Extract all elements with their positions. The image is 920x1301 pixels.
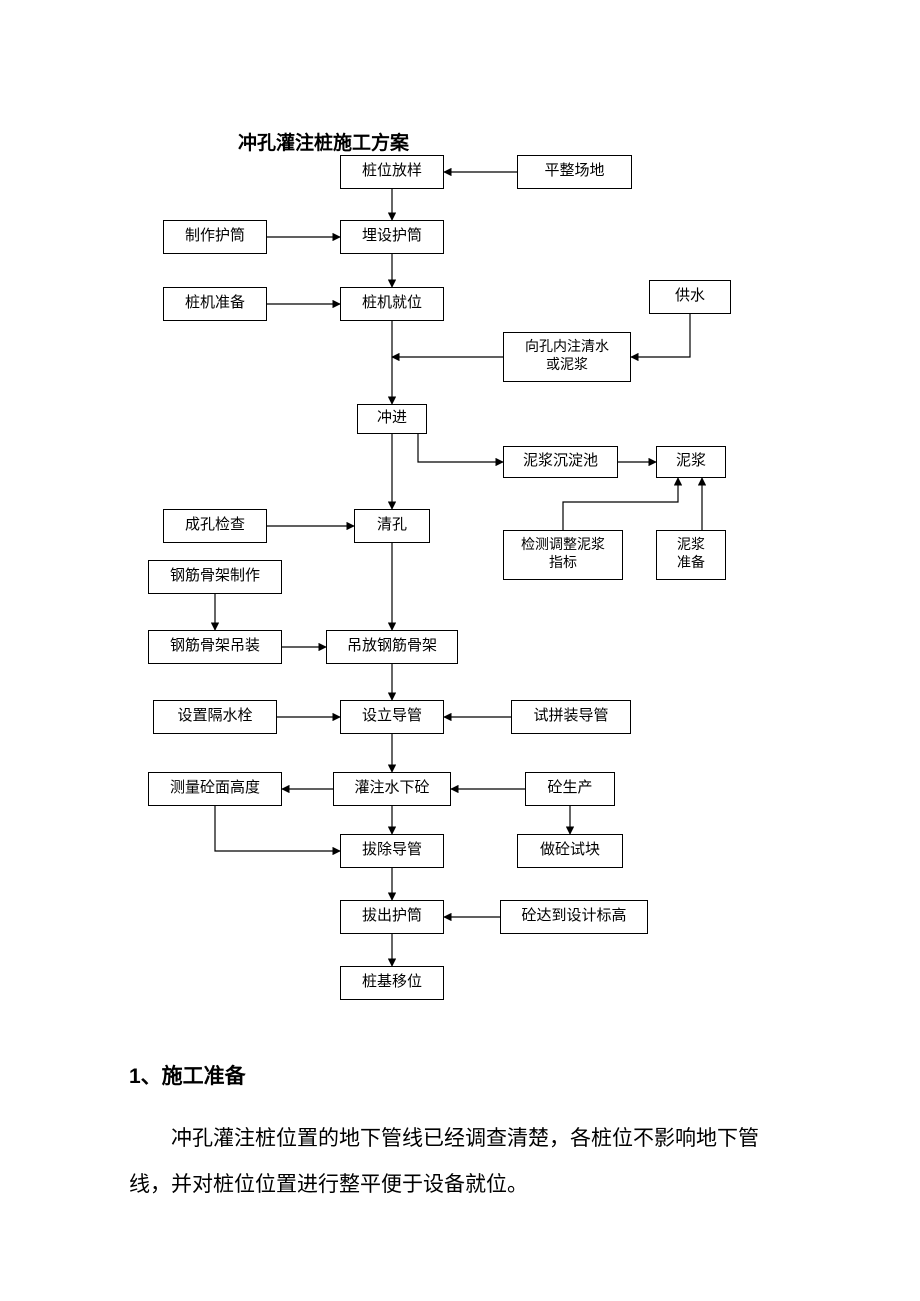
node-zhuangwei: 桩位放样 — [340, 155, 444, 189]
node-bachudaoguan: 拔除导管 — [340, 834, 444, 868]
node-zhuangjipos: 桩机就位 — [340, 287, 444, 321]
edge-celianggaodu-bachudaoguan — [215, 806, 340, 851]
node-diaofanggj: 吊放钢筋骨架 — [326, 630, 458, 664]
node-pingzheng: 平整场地 — [517, 155, 632, 189]
node-celianggaodu: 测量砼面高度 — [148, 772, 282, 806]
node-nijangprep: 泥浆 准备 — [656, 530, 726, 580]
node-maishehutong: 埋设护筒 — [340, 220, 444, 254]
diagram-title: 冲孔灌注桩施工方案 — [238, 128, 409, 155]
node-chendianchi: 泥浆沉淀池 — [503, 446, 618, 478]
node-shezhigeshuishuan: 设置隔水栓 — [153, 700, 277, 734]
node-xiangkong: 向孔内注清水 或泥浆 — [503, 332, 631, 382]
node-jiancenijang: 检测调整泥浆 指标 — [503, 530, 623, 580]
edge-jiancenijang-nijang-up1 — [563, 478, 678, 530]
page: 冲孔灌注桩施工方案 平整场地 桩位放样制作护筒 埋设护筒桩机准备 桩机就位 供水向孔内注… — [0, 0, 920, 1301]
node-nijang: 泥浆 — [656, 446, 726, 478]
node-zuotonsk: 做砼试块 — [517, 834, 623, 868]
node-shelidaoguan: 设立导管 — [340, 700, 444, 734]
node-qingkong: 清孔 — [354, 509, 430, 543]
node-chongjin: 冲进 — [357, 404, 427, 434]
node-shipinzdg: 试拼装导管 — [511, 700, 631, 734]
node-guanzhusx: 灌注水下砼 — [333, 772, 451, 806]
node-tongshengchan: 砼生产 — [525, 772, 615, 806]
node-gangjindiaoz: 钢筋骨架吊装 — [148, 630, 282, 664]
edge-chongjin-chendianchi — [418, 434, 503, 462]
node-chengkong: 成孔检查 — [163, 509, 267, 543]
node-zhuangjiprep: 桩机准备 — [163, 287, 267, 321]
node-zhizuohutong: 制作护筒 — [163, 220, 267, 254]
flowchart-edges — [0, 0, 920, 1301]
edge-gongshui-xiangkong — [631, 314, 690, 357]
node-tongdadao: 砼达到设计标高 — [500, 900, 648, 934]
node-bachuhutong: 拔出护筒 — [340, 900, 444, 934]
section-heading: 1、施工准备 — [129, 1060, 246, 1090]
node-zhuangjiyiwei: 桩基移位 — [340, 966, 444, 1000]
section-body: 冲孔灌注桩位置的地下管线已经调查清楚，各桩位不影响地下管线，并对桩位位置进行整平… — [129, 1115, 794, 1207]
node-gangjinzhizuo: 钢筋骨架制作 — [148, 560, 282, 594]
node-gongshui: 供水 — [649, 280, 731, 314]
